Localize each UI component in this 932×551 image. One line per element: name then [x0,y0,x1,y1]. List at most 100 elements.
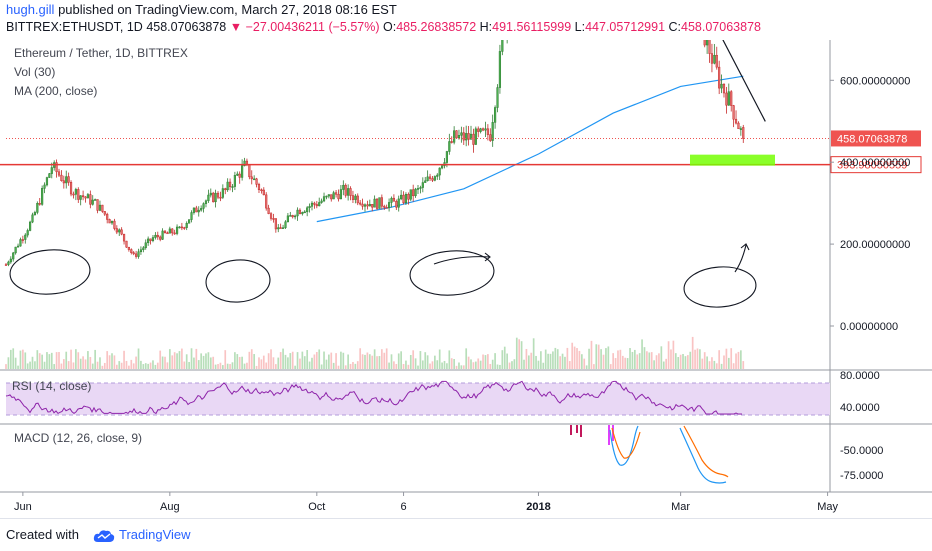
candle [120,227,123,236]
volume-bar [578,350,581,369]
tradingview-logo[interactable]: TradingView [93,527,191,543]
volume-bar [241,356,243,369]
candle-body [294,215,297,218]
candle-body [265,194,268,209]
candle-body [178,226,181,229]
candle [484,121,487,138]
created-with-label: Created with [6,527,79,542]
volume-bar [564,356,566,369]
candle [12,251,15,262]
candle-body [98,204,102,211]
footer-bar: Created with TradingView [0,518,932,551]
candle [98,200,102,212]
candle [344,183,347,198]
volume-bar [164,356,166,369]
legend-macd: MACD (12, 26, close, 9) [14,431,142,445]
candle-body [41,188,44,205]
volume-bar [159,350,162,369]
y-tick-label: 600.00000000 [840,75,910,87]
volume-bar [368,354,371,369]
candle-body [171,228,174,234]
candle-body [96,199,99,211]
volume-bar [156,362,159,369]
candle [197,206,200,217]
candle [380,194,383,210]
support-label: 393.98050559 [837,160,907,172]
candle-body [60,174,63,181]
volume-bar [176,353,178,369]
candle-body [484,128,487,131]
candle [26,228,29,238]
candle [188,219,191,224]
candle-body [48,173,51,178]
macd-histogram-bar [580,425,582,437]
volume-bar [672,340,675,369]
volume-bar [96,361,99,369]
candle-body [236,173,239,176]
candle [315,201,318,209]
candle-body [195,207,198,213]
candle-body [204,200,208,204]
volume-bar [123,350,125,369]
ohlc-line: BITTREX:ETHUSDT, 1D 458.07063878 ▼ −27.0… [6,20,761,34]
candle [481,127,485,132]
candle-body [72,193,75,196]
candle-body [334,192,338,195]
candle [212,191,215,203]
candle [147,236,150,246]
volume-bar [67,361,70,369]
candle-body [739,128,742,130]
candle-body [7,261,10,265]
candle [48,173,51,178]
candle-body [416,188,420,190]
volume-bar [325,359,328,369]
volume-bar [84,359,87,369]
candle [135,250,138,259]
candle [286,212,289,223]
volume-bar [36,350,39,369]
volume-bar [202,355,205,369]
candle [101,204,104,213]
volume-bar [7,357,10,369]
candle-body [486,128,489,135]
volume-bar [267,353,270,369]
candle [108,218,111,224]
candle-body [467,133,470,140]
candle [289,211,292,217]
volume-bar [453,359,455,369]
volume-bar [436,360,439,369]
chart-area[interactable]: 458.07063878 393.98050559 80.0000 40.0000 … [0,0,932,518]
macd-tick-label: -75.0000 [840,470,883,482]
candle-body [84,196,87,199]
volume-bar [197,360,200,369]
candle-body [375,198,379,209]
x-tick-label: Mar [671,501,690,513]
support-label-bg [830,156,922,174]
volume-bar [115,364,118,369]
volume-bar [224,350,227,369]
candle [183,226,186,230]
candle [706,25,709,54]
candle [31,212,34,224]
candle [195,205,198,213]
volume-bar [641,339,643,369]
y-tick-label: 400.00000000 [840,157,910,169]
candle [228,178,232,191]
volume-bar [279,352,282,369]
volume-bar [549,353,552,369]
volume-bar [284,354,287,369]
candle-body [142,247,145,251]
candle [730,90,733,112]
volume-bar [544,349,547,369]
volume-bar [590,340,593,369]
candle-body [74,189,77,195]
candle [238,171,241,184]
candle-body [26,230,29,236]
candle-body [45,177,49,186]
volume-bar [573,346,576,369]
volume-bar [684,356,687,369]
candle [298,208,302,215]
author-link[interactable]: hugh.gill [6,2,55,17]
x-tick-label: 6 [400,501,406,513]
